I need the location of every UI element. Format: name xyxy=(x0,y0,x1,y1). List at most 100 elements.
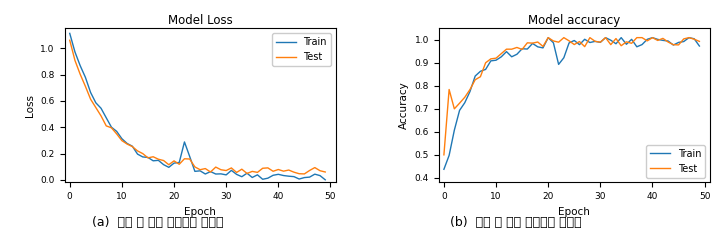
Train xyxy=(455,109,464,112)
Test xyxy=(274,168,282,171)
Train xyxy=(533,46,542,48)
Train xyxy=(643,38,652,41)
Test xyxy=(695,40,703,43)
Test xyxy=(321,171,330,173)
Train xyxy=(180,141,189,143)
Test xyxy=(102,124,110,127)
Test xyxy=(300,173,309,175)
Train xyxy=(217,173,225,175)
Train xyxy=(648,36,657,39)
Train xyxy=(133,153,142,155)
Train xyxy=(264,177,272,180)
Train xyxy=(602,36,610,39)
Train xyxy=(149,159,158,162)
Legend: Train, Test: Train, Test xyxy=(272,33,331,66)
Line: Train: Train xyxy=(444,38,699,169)
Test xyxy=(685,36,693,39)
Train xyxy=(538,46,547,49)
Train xyxy=(554,63,563,66)
Train xyxy=(232,173,241,176)
Train xyxy=(138,155,147,158)
Train xyxy=(274,173,282,176)
Train xyxy=(154,159,163,162)
Line: Test: Test xyxy=(444,38,699,155)
Train xyxy=(565,41,574,44)
Test xyxy=(580,45,589,48)
Test xyxy=(76,73,85,76)
Y-axis label: Loss: Loss xyxy=(25,94,35,117)
Test xyxy=(264,166,272,169)
Test xyxy=(138,152,147,155)
Test xyxy=(164,163,173,166)
Test xyxy=(128,145,137,148)
Train xyxy=(128,145,137,148)
Train xyxy=(695,45,703,47)
Train xyxy=(81,76,90,79)
Train xyxy=(497,55,505,58)
Test xyxy=(622,41,631,43)
Test xyxy=(487,57,495,60)
Test xyxy=(513,46,521,49)
Train xyxy=(622,43,631,46)
Train xyxy=(92,101,100,104)
Train xyxy=(632,45,641,48)
Test xyxy=(159,159,168,162)
Test xyxy=(591,40,599,43)
Test xyxy=(648,36,657,39)
Test xyxy=(86,98,95,101)
Train xyxy=(76,64,85,67)
Test xyxy=(269,170,277,173)
Train xyxy=(143,156,152,159)
Test xyxy=(549,40,558,42)
Text: (b)  훈련 및 검증 데이터의 정확도: (b) 훈련 및 검증 데이터의 정확도 xyxy=(450,216,582,229)
Test xyxy=(149,155,158,158)
Train xyxy=(570,39,579,42)
Test xyxy=(627,42,636,45)
Train xyxy=(508,55,516,58)
X-axis label: Epoch: Epoch xyxy=(559,207,590,217)
Train xyxy=(596,41,604,44)
Test xyxy=(154,158,163,161)
Test xyxy=(460,96,469,99)
Test xyxy=(674,44,683,46)
Train xyxy=(487,59,495,62)
Train xyxy=(243,172,252,175)
Test xyxy=(538,45,547,48)
Train xyxy=(206,170,215,173)
Train xyxy=(607,39,615,42)
Train xyxy=(118,137,126,140)
Test xyxy=(565,39,574,42)
Legend: Train, Test: Train, Test xyxy=(647,145,705,178)
Train xyxy=(518,47,526,50)
Train xyxy=(295,178,303,180)
Train xyxy=(222,173,230,176)
Test xyxy=(481,61,490,64)
Test xyxy=(570,43,579,46)
Train xyxy=(71,50,80,53)
Test xyxy=(143,156,152,159)
Test xyxy=(305,169,314,172)
Train xyxy=(481,68,490,71)
Test xyxy=(669,43,678,46)
Test xyxy=(632,36,641,39)
Title: Model accuracy: Model accuracy xyxy=(528,14,620,27)
Test xyxy=(559,36,568,39)
Train xyxy=(305,176,314,178)
Test xyxy=(196,168,204,171)
Train xyxy=(637,43,646,46)
Test xyxy=(258,167,267,170)
Test xyxy=(445,88,453,91)
Test xyxy=(232,171,241,174)
Test xyxy=(92,106,100,109)
Test xyxy=(637,36,646,39)
Train xyxy=(591,40,599,43)
Train xyxy=(617,36,625,39)
Test xyxy=(97,114,105,117)
Test xyxy=(533,41,542,43)
Train xyxy=(97,107,105,110)
Test xyxy=(455,102,464,105)
Test xyxy=(440,153,448,156)
Test xyxy=(508,48,516,51)
Test xyxy=(502,48,511,50)
Train xyxy=(248,176,257,179)
